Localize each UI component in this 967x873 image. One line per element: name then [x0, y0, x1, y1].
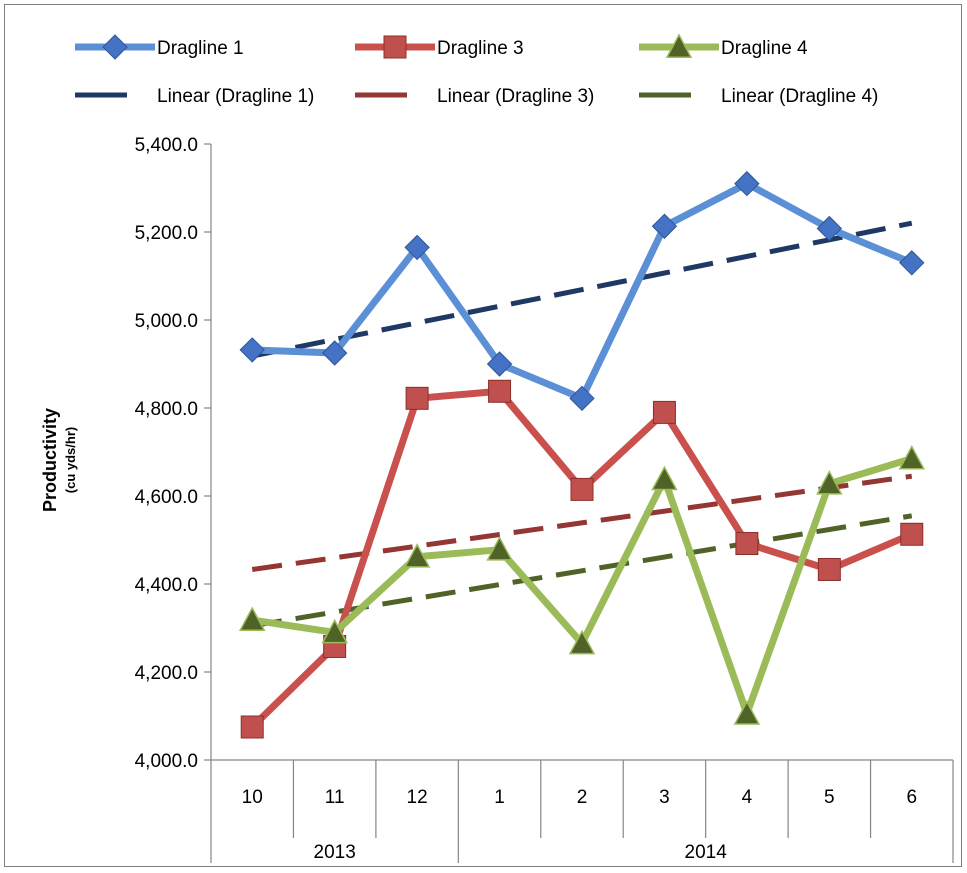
data-point-triangle — [665, 33, 693, 58]
data-point-diamond — [734, 170, 760, 197]
y-tick-label: 4,800.0 — [135, 399, 198, 420]
data-point-square — [240, 715, 264, 739]
y-tick-label: 5,400.0 — [135, 135, 198, 156]
data-point-diamond — [486, 351, 513, 377]
data-point-diamond — [102, 34, 128, 60]
data-point-diamond — [239, 337, 265, 363]
chart-frame: Dragline 1 Dragline 3 Dragline 4 Linear (Dr… — [4, 4, 962, 867]
data-point-diamond — [899, 250, 925, 276]
data-point-square — [488, 379, 512, 403]
data-point-triangle — [321, 618, 348, 644]
year-label: 2014 — [685, 842, 728, 863]
x-tick-label: 1 — [494, 787, 505, 808]
series-line — [248, 387, 916, 731]
data-point-triangle — [403, 543, 431, 568]
year-label: 2013 — [314, 842, 356, 863]
legend-label: Linear (Dragline 4) — [721, 86, 878, 107]
data-point-diamond — [569, 385, 595, 412]
data-point-triangle — [486, 536, 513, 561]
y-tick-label: 4,400.0 — [135, 575, 198, 596]
data-point-triangle — [651, 465, 678, 491]
x-tick-label: 10 — [242, 787, 263, 808]
legend-label: Dragline 4 — [721, 38, 808, 59]
data-point-diamond — [816, 215, 843, 242]
data-point-square — [900, 522, 924, 546]
y-tick-label: 4,000.0 — [135, 751, 198, 772]
productivity-chart: Dragline 1 Dragline 3 Dragline 4 Linear (Dr… — [40, 33, 954, 863]
data-point-triangle — [568, 629, 596, 655]
y-tick-label: 4,200.0 — [135, 663, 198, 684]
data-point-square — [652, 400, 676, 424]
data-point-square — [735, 532, 759, 556]
data-point-triangle — [898, 445, 926, 470]
y-axis-subtitle: (cu yds/hr) — [63, 427, 78, 493]
x-tick-label: 6 — [906, 787, 917, 808]
data-point-square — [383, 35, 407, 59]
x-tick-label: 3 — [659, 787, 670, 808]
data-point-diamond — [321, 340, 348, 366]
y-tick-label: 5,000.0 — [135, 311, 198, 332]
data-point-diamond — [404, 234, 430, 261]
x-tick-label: 12 — [407, 787, 428, 808]
data-point-square — [405, 386, 429, 410]
x-tick-label: 2 — [577, 787, 588, 808]
data-point-square — [817, 557, 841, 581]
data-point-triangle — [238, 606, 266, 632]
x-tick-label: 4 — [742, 787, 753, 808]
y-tick-label: 5,200.0 — [135, 223, 198, 244]
trendline — [251, 220, 913, 359]
series-lines — [238, 170, 926, 739]
legend-label: Dragline 1 — [157, 38, 244, 59]
y-axis-title: Productivity — [40, 408, 60, 512]
x-tick-label: 5 — [824, 787, 835, 808]
legend-label: Dragline 3 — [437, 38, 524, 59]
axes: 4,000.0 4,200.0 4,400.0 4,600.0 4,800.0 5,000… — [135, 135, 954, 863]
data-point-triangle — [733, 700, 761, 725]
legend: Dragline 1 Dragline 3 Dragline 4 Linear (Dr… — [75, 33, 878, 107]
y-tick-label: 4,600.0 — [135, 487, 198, 508]
data-point-triangle — [816, 470, 843, 495]
x-tick-label: 11 — [325, 787, 345, 808]
legend-label: Linear (Dragline 3) — [437, 86, 594, 107]
data-point-diamond — [651, 213, 678, 239]
data-point-square — [570, 477, 594, 501]
legend-label: Linear (Dragline 1) — [157, 86, 314, 107]
y-axis-label: Productivity (cu yds/hr) — [40, 408, 78, 512]
